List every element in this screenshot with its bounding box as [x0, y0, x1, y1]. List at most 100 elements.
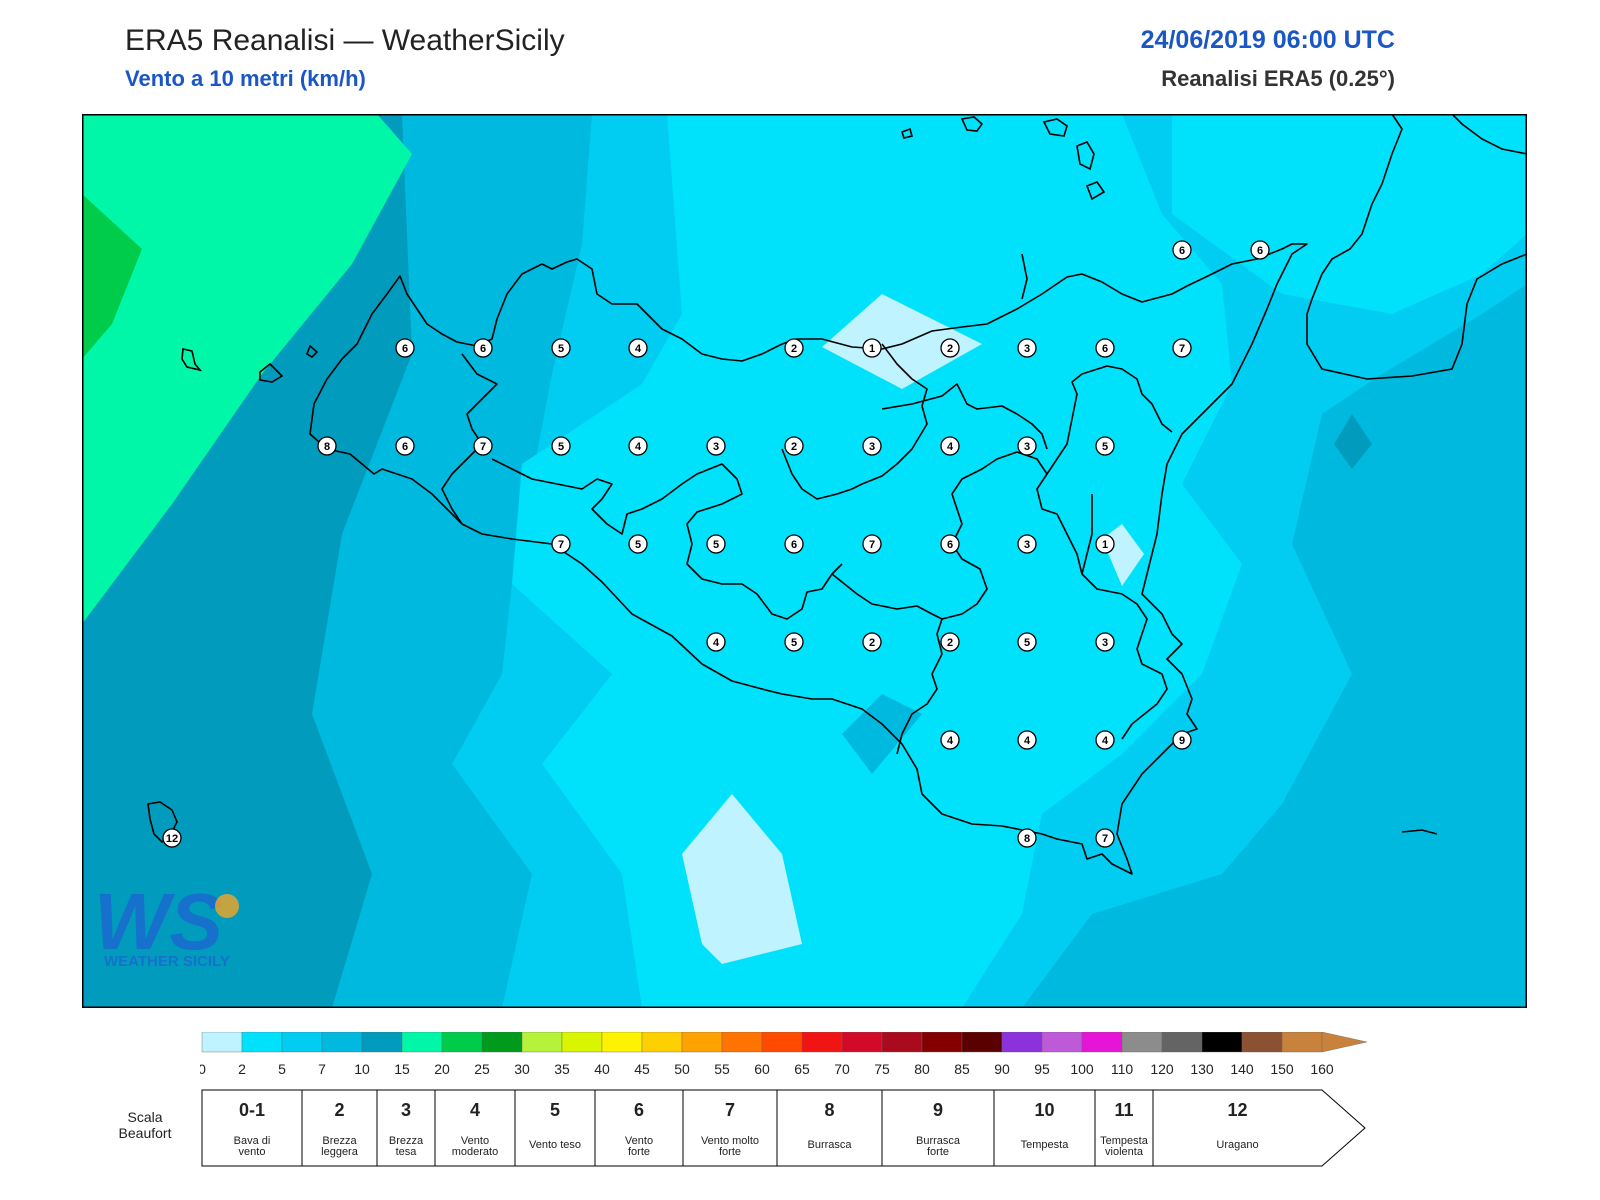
beaufort-desc: forte: [628, 1146, 650, 1158]
beaufort-desc: forte: [719, 1146, 741, 1158]
beaufort-desc: leggera: [321, 1146, 359, 1158]
beaufort-number: 5: [550, 1100, 560, 1120]
colorbar-tick-label: 70: [834, 1061, 850, 1077]
colorbar-tick-label: 15: [394, 1061, 410, 1077]
station-value: 7: [1102, 833, 1108, 845]
station-marker: [551, 436, 571, 456]
station-value: 2: [947, 637, 953, 649]
station-value: 3: [869, 441, 875, 453]
station-marker: [1095, 828, 1115, 848]
station-marker: [862, 436, 882, 456]
beaufort-number: 3: [401, 1100, 411, 1120]
station-value: 6: [402, 441, 408, 453]
colorbar-swatch: [801, 1032, 843, 1053]
colorbar-swatch: [921, 1032, 963, 1053]
station-value: 5: [558, 441, 564, 453]
wind-station: 1: [1095, 534, 1115, 554]
beaufort-number: 10: [1034, 1100, 1054, 1120]
wind-station: 5: [551, 436, 571, 456]
wind-station: 6: [395, 338, 415, 358]
wind-station: 5: [706, 534, 726, 554]
wind-station: 9: [1172, 730, 1192, 750]
colorbar-tick-label: 35: [554, 1061, 570, 1077]
beaufort-desc: vento: [239, 1146, 266, 1158]
station-marker: [706, 436, 726, 456]
wind-station: 2: [940, 632, 960, 652]
station-value: 6: [480, 343, 486, 355]
colorbar-swatch: [761, 1032, 803, 1053]
station-marker: [940, 338, 960, 358]
colorbar-swatch: [641, 1032, 683, 1053]
colorbar-tick-label: 10: [354, 1061, 370, 1077]
station-value: 5: [558, 343, 564, 355]
colorbar-tick-label: 55: [714, 1061, 730, 1077]
station-value: 4: [1102, 735, 1109, 747]
station-marker: [473, 338, 493, 358]
station-value: 3: [1024, 441, 1030, 453]
beaufort-desc: Tempesta: [1021, 1139, 1070, 1151]
beaufort-label-line1: Scala: [127, 1109, 162, 1125]
station-value: 8: [324, 441, 330, 453]
station-marker: [784, 534, 804, 554]
wind-station: 4: [628, 436, 648, 456]
beaufort-cell: 12 Uragano: [1152, 1089, 1366, 1167]
station-value: 4: [713, 637, 720, 649]
station-marker: [395, 338, 415, 358]
station-marker: [1172, 730, 1192, 750]
beaufort-desc: forte: [927, 1146, 949, 1158]
station-value: 2: [791, 343, 797, 355]
station-marker: [1017, 730, 1037, 750]
colorbar-tick-label: 50: [674, 1061, 690, 1077]
station-marker: [1095, 730, 1115, 750]
logo-letters: WS: [94, 877, 223, 966]
beaufort-label-line2: Beaufort: [119, 1125, 172, 1141]
station-value: 5: [1024, 637, 1030, 649]
map-title: ERA5 Reanalisi — WeatherSicily: [125, 24, 565, 57]
beaufort-desc: Brezza: [322, 1135, 357, 1147]
wind-station: 7: [1172, 338, 1192, 358]
wind-station: 8: [317, 436, 337, 456]
beaufort-number: 2: [334, 1100, 344, 1120]
station-value: 2: [869, 637, 875, 649]
station-value: 12: [166, 833, 178, 845]
beaufort-desc: Brezza: [389, 1135, 424, 1147]
wind-station: 7: [1095, 828, 1115, 848]
beaufort-desc: Bava di: [234, 1135, 271, 1147]
colorbar-tick-label: 40: [594, 1061, 610, 1077]
station-value: 6: [947, 539, 953, 551]
wind-station: 6: [473, 338, 493, 358]
beaufort-number: 7: [725, 1100, 735, 1120]
beaufort-desc: Uragano: [1216, 1139, 1258, 1151]
station-marker: [784, 436, 804, 456]
colorbar-tick-label: 100: [1070, 1061, 1094, 1077]
station-marker: [1095, 534, 1115, 554]
beaufort-desc: Burrasca: [916, 1135, 961, 1147]
station-marker: [940, 632, 960, 652]
station-marker: [862, 338, 882, 358]
station-marker: [1017, 436, 1037, 456]
wind-station: 4: [706, 632, 726, 652]
colorbar-swatch: [1121, 1032, 1163, 1053]
colorbar-swatch: [201, 1032, 243, 1053]
station-value: 4: [635, 441, 642, 453]
station-value: 5: [635, 539, 641, 551]
beaufort-cell: 10 Tempesta: [993, 1089, 1096, 1167]
colorbar-tick-label: 120: [1150, 1061, 1174, 1077]
colorbar-tick-label: 7: [318, 1061, 326, 1077]
wind-station: 3: [1017, 436, 1037, 456]
station-value: 1: [869, 343, 875, 355]
beaufort-number: 8: [824, 1100, 834, 1120]
colorbar-tick-label: 75: [874, 1061, 890, 1077]
wind-station: 5: [784, 632, 804, 652]
station-marker: [1250, 240, 1270, 260]
station-marker: [628, 338, 648, 358]
colorbar-tick-label: 30: [514, 1061, 530, 1077]
station-marker: [473, 436, 493, 456]
wind-station: 2: [784, 436, 804, 456]
station-value: 2: [947, 343, 953, 355]
station-marker: [1095, 436, 1115, 456]
colorbar-swatch: [521, 1032, 563, 1053]
beaufort-number: 11: [1114, 1100, 1133, 1120]
